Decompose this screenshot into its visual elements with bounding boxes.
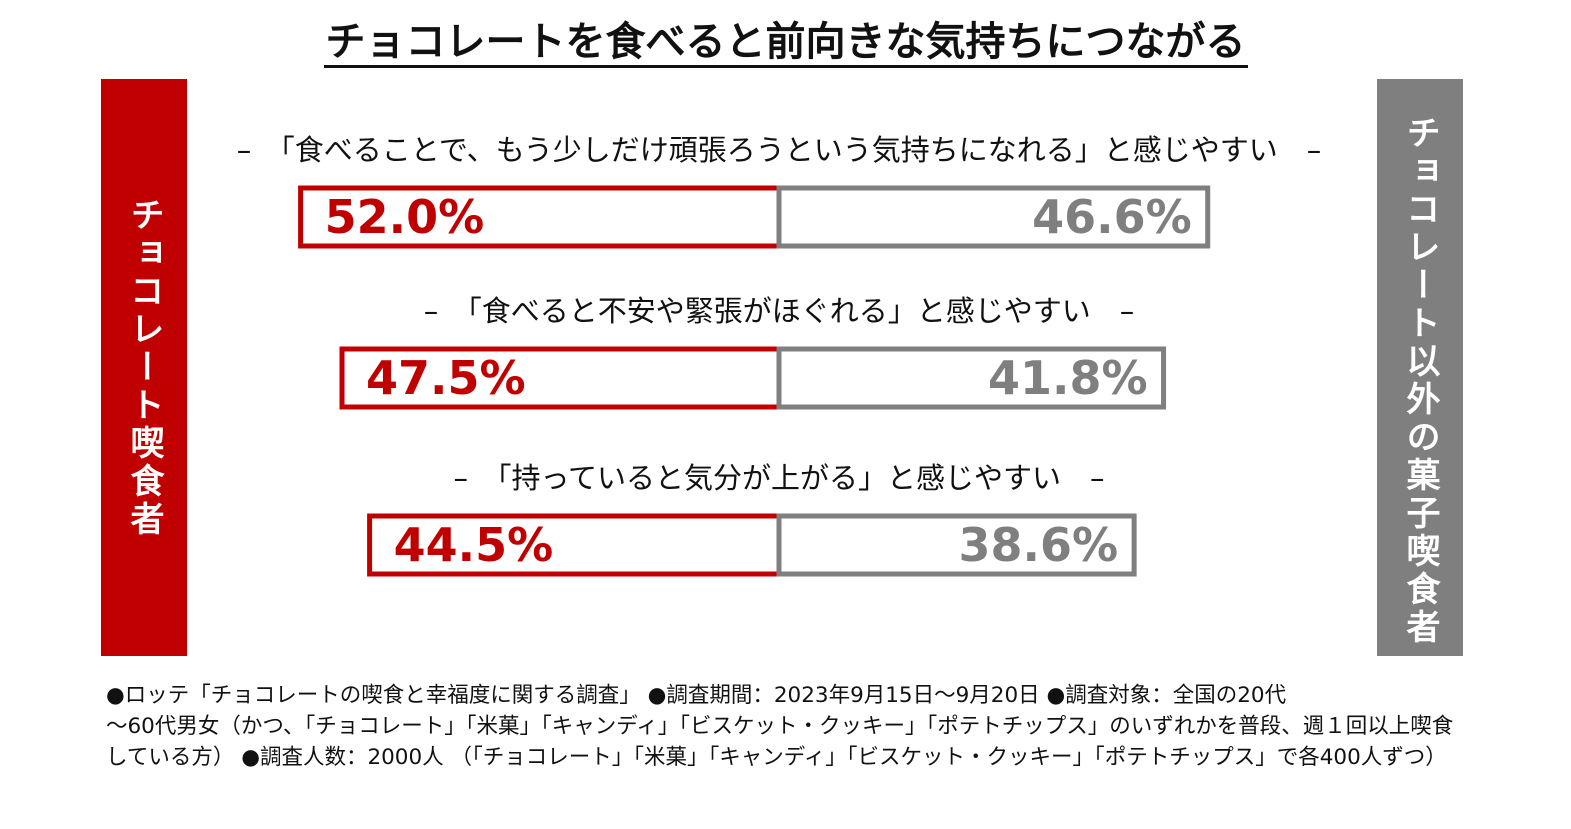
category-label: – 「持っていると気分が上がる」と感じやすい –	[453, 461, 1104, 495]
category-label: – 「食べることで、もう少しだけ頑張ろうという気持ちになれる」と感じやすい –	[237, 133, 1322, 167]
value-label-chocolate: 44.5%	[394, 518, 554, 572]
value-label-chocolate: 47.5%	[366, 351, 526, 405]
footnote-line-2: ～60代男女（かつ、「チョコレート」「米菓」「キャンディ」「ビスケット・クッキー…	[106, 714, 1454, 739]
value-label-chocolate: 52.0%	[325, 190, 485, 244]
value-label-other-snack: 41.8%	[988, 351, 1148, 405]
bar-chocolate	[367, 513, 782, 577]
other-snack-eaters-label: チョコレート以外の菓子喫食者	[1400, 115, 1440, 647]
chocolate-eaters-panel: チョコレート喫食者	[101, 79, 187, 656]
bar-other-snack	[776, 346, 1167, 410]
bar-chocolate	[339, 346, 782, 410]
value-label-other-snack: 38.6%	[959, 518, 1119, 572]
chart-title: チョコレートを食べると前向きな気持ちにつながる	[0, 14, 1571, 70]
other-snack-eaters-panel: チョコレート以外の菓子喫食者	[1377, 79, 1463, 656]
footnote-line-1: ●ロッテ「チョコレートの喫食と幸福度に関する調査」 ●調査期間：2023年9月1…	[106, 683, 1287, 708]
footnote-line-3: している方） ●調査人数：2000人 （「チョコレート」「米菓」「キャンディ」「…	[106, 745, 1447, 770]
value-label-other-snack: 46.6%	[1032, 190, 1192, 244]
category-label: – 「食べると不安や緊張がほぐれる」と感じやすい –	[424, 294, 1135, 328]
bar-other-snack	[776, 185, 1211, 249]
bar-other-snack	[776, 513, 1137, 577]
chocolate-eaters-label: チョコレート喫食者	[124, 196, 164, 539]
chart-title-text: チョコレートを食べると前向きな気持ちにつながる	[323, 19, 1248, 68]
survey-footnote: ●ロッテ「チョコレートの喫食と幸福度に関する調査」 ●調査期間：2023年9月1…	[106, 680, 1466, 773]
